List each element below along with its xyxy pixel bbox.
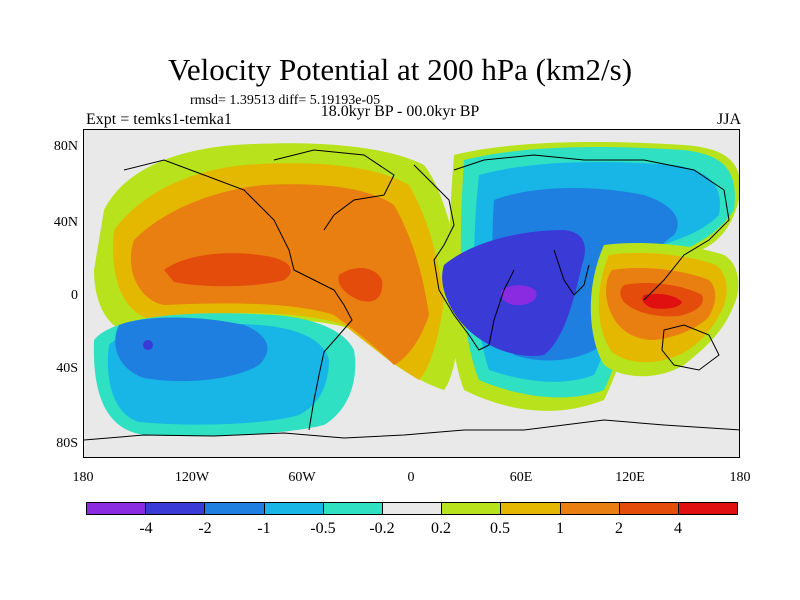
colorbar-swatch — [382, 503, 443, 514]
colorbar-label: -0.2 — [369, 520, 395, 537]
colorbar-swatch — [501, 503, 561, 514]
stats-label: rmsd= 1.39513 diff= 5.19193e-05 — [190, 93, 381, 108]
colorbar-label: 2 — [615, 520, 623, 537]
contour-map — [84, 130, 739, 457]
colorbar-label: 0.5 — [490, 520, 510, 537]
x-tick-label: 120W — [174, 470, 210, 485]
colorbar-swatch — [205, 503, 265, 514]
colorbar-label: 4 — [674, 520, 682, 537]
colorbar-label: 1 — [556, 520, 564, 537]
y-tick-label: 80N — [53, 139, 78, 154]
colorbar-label: -1 — [257, 520, 271, 537]
x-tick-label: 0 — [407, 470, 415, 485]
colorbar — [86, 502, 738, 515]
x-tick-label: 120E — [615, 470, 645, 485]
colorbar-label: -0.5 — [310, 520, 336, 537]
y-tick-label: 40S — [56, 361, 78, 376]
contour-deep-blue-spot — [143, 340, 153, 350]
map-title: Velocity Potential at 200 hPa (km2/s) — [167, 52, 633, 87]
x-tick-label: 180 — [72, 470, 94, 485]
colorbar-swatch — [323, 503, 383, 514]
colorbar-label: -4 — [139, 520, 153, 537]
y-tick-label: 0 — [71, 288, 78, 303]
colorbar-swatch — [678, 503, 738, 514]
coastlines — [84, 149, 739, 441]
x-tick-label: 60W — [288, 470, 316, 485]
period-label: 18.0kyr BP - 00.0kyr BP — [320, 103, 480, 120]
colorbar-swatch — [264, 503, 324, 514]
colorbar-swatch — [619, 503, 679, 514]
contour-violet-core — [500, 285, 537, 306]
x-tick-label: 180 — [729, 470, 751, 485]
colorbar-label: -2 — [198, 520, 212, 537]
y-tick-label: 80S — [56, 436, 78, 451]
y-tick-label: 40N — [53, 215, 78, 230]
x-tick-label: 60E — [509, 470, 533, 485]
experiment-label: Expt = temks1-temka1 — [86, 111, 232, 128]
contour-red-west-2 — [338, 268, 383, 302]
contour-bright-red-indo-pacific — [642, 293, 682, 309]
colorbar-swatch — [146, 503, 206, 514]
colorbar-swatch — [442, 503, 502, 514]
season-label: JJA — [716, 111, 741, 128]
map-panel — [83, 129, 740, 458]
colorbar-label: 0.2 — [431, 520, 451, 537]
colorbar-swatch — [560, 503, 620, 514]
contour-red-west-1 — [164, 253, 291, 287]
contour-blue-south-pacific — [115, 317, 268, 382]
colorbar-swatch — [87, 503, 147, 514]
